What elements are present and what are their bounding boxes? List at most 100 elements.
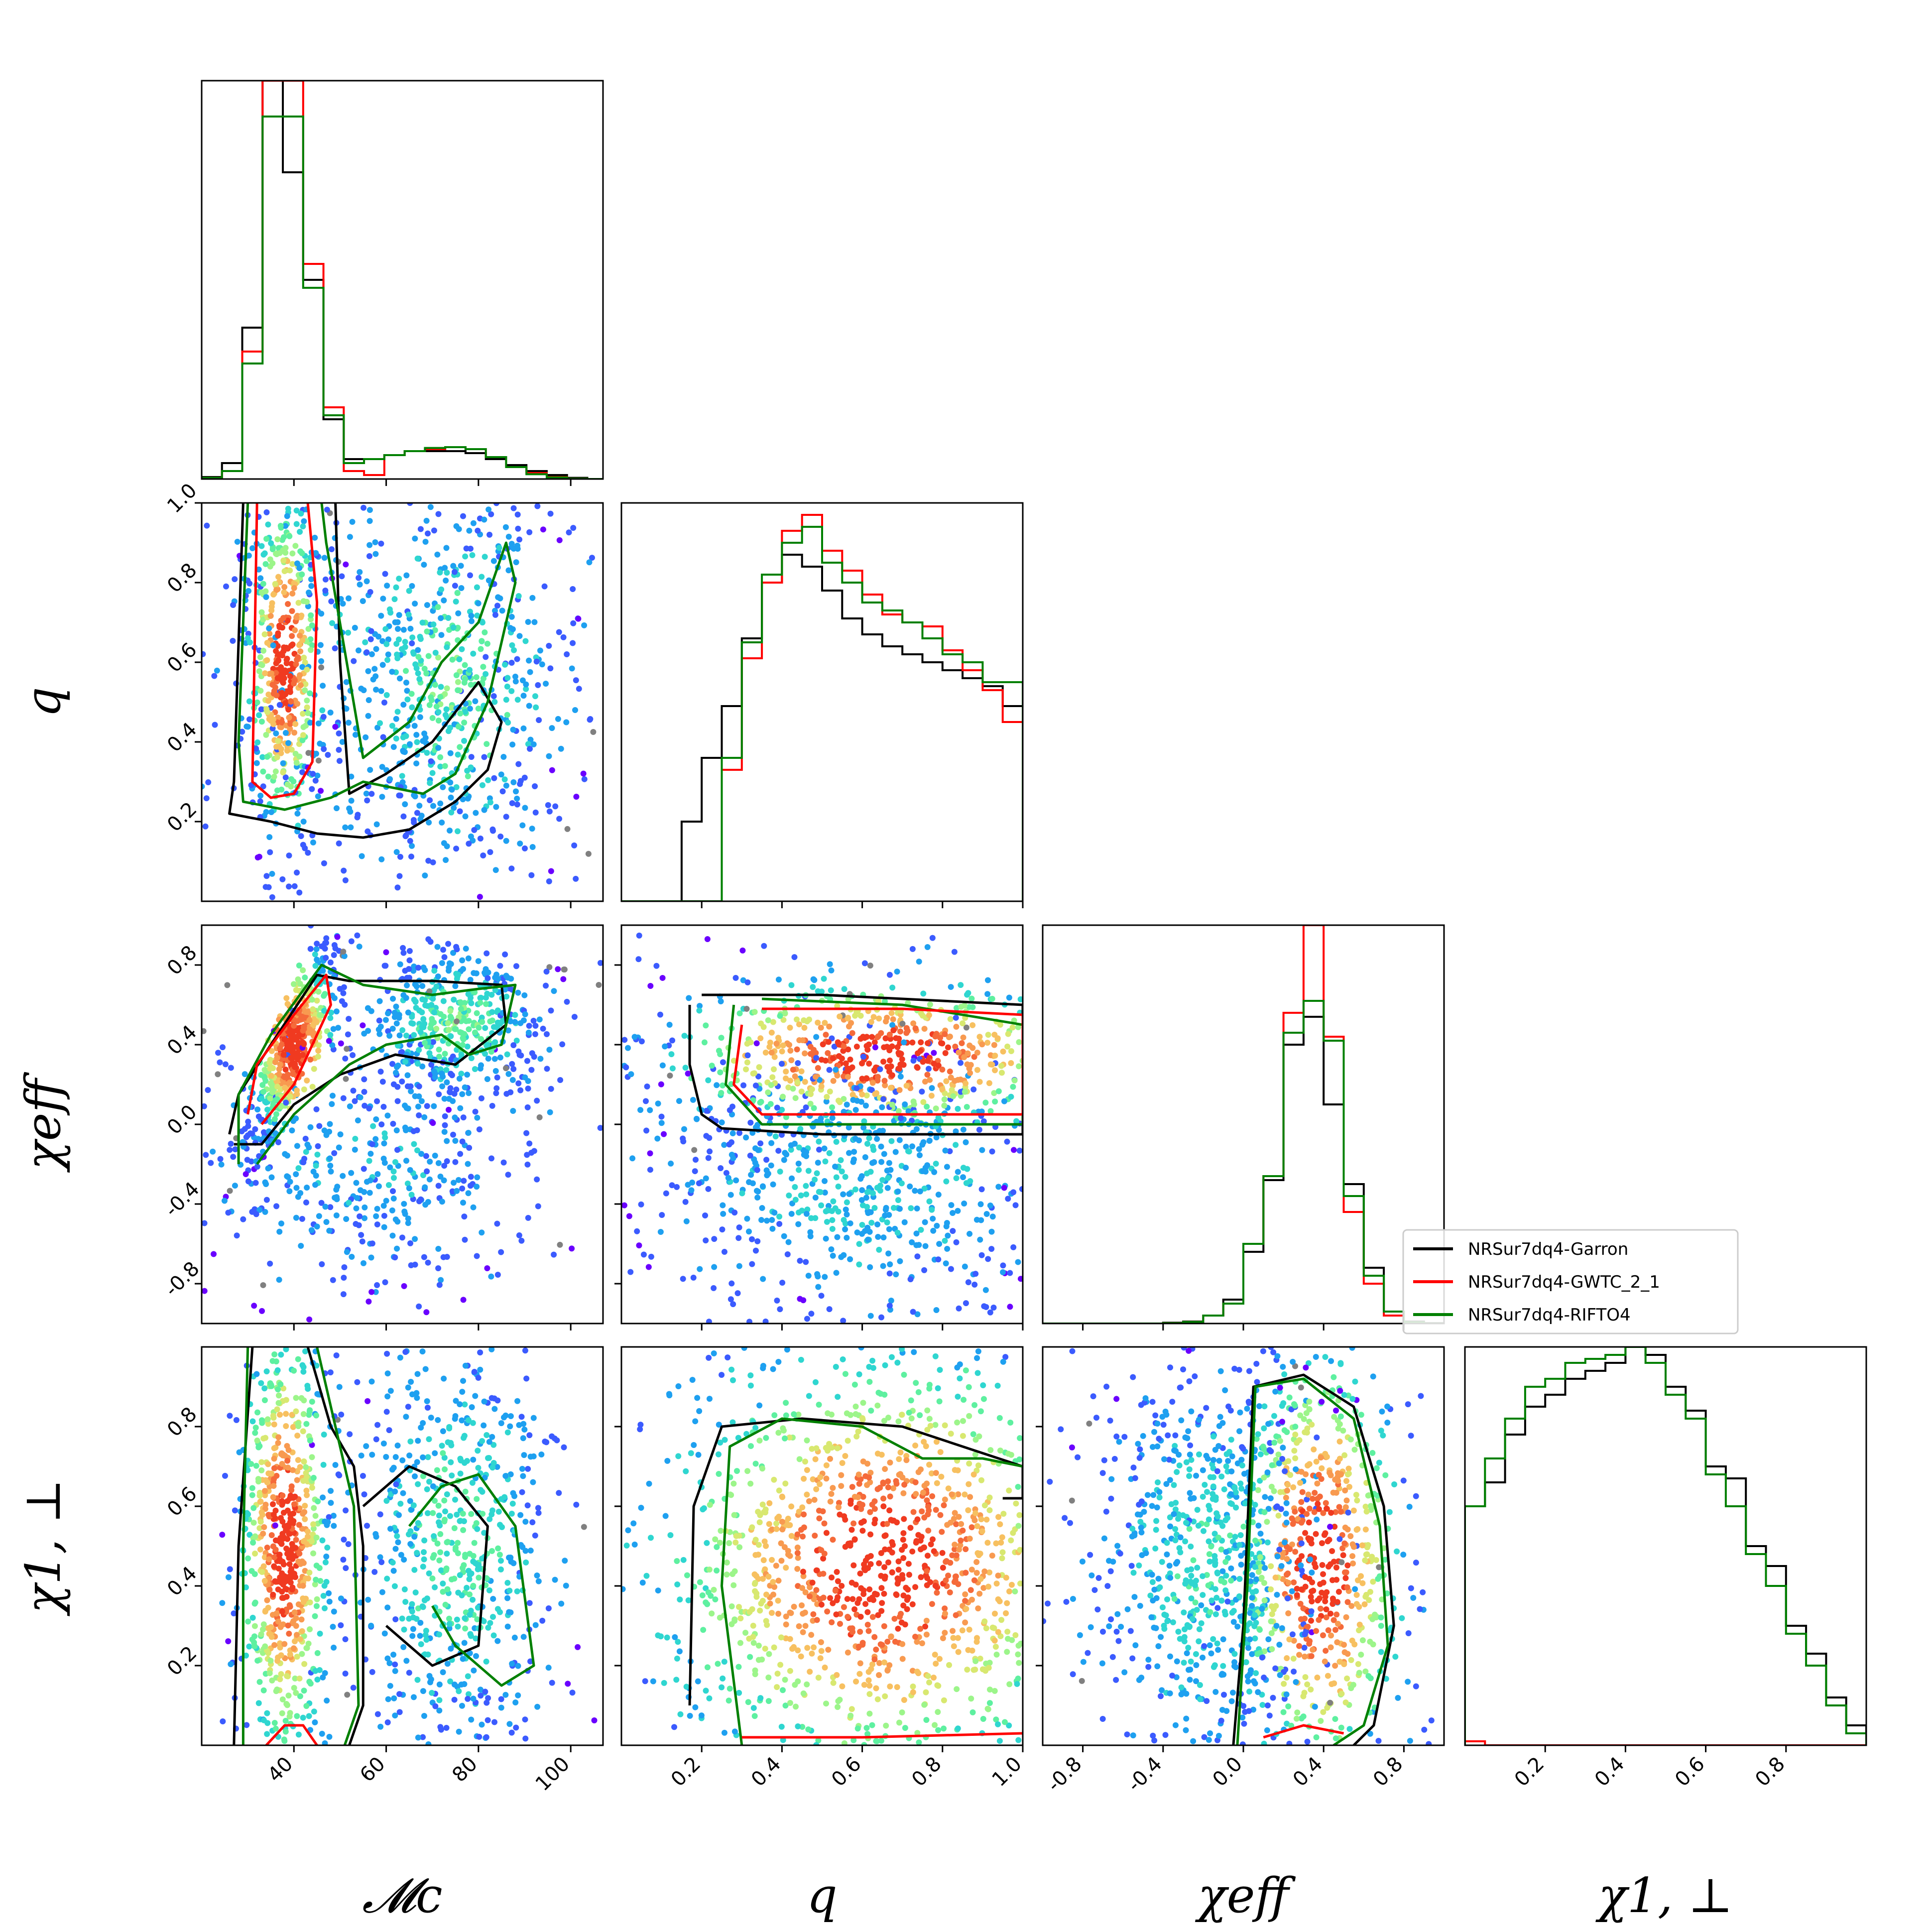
scatter-point [264,1720,271,1726]
scatter-point [869,1143,876,1150]
scatter-point [1011,1147,1017,1153]
scatter-point [260,1531,266,1537]
scatter-point [245,1555,251,1562]
scatter-point [462,1615,468,1621]
scatter-point [441,1454,448,1461]
scatter-point [341,1274,347,1281]
scatter-point [312,1668,319,1674]
scatter-point [757,1140,764,1147]
scatter-point [469,552,476,558]
scatter-point [514,795,520,802]
scatter-point [263,536,270,542]
scatter-point [887,1085,894,1091]
scatter-point [409,1391,415,1398]
scatter-point [781,1157,787,1163]
scatter-point [509,642,515,648]
scatter-point [969,1004,976,1010]
scatter-point [921,1186,928,1192]
scatter-point [257,661,264,668]
scatter-point [820,1041,826,1048]
scatter-point [247,639,253,646]
scatter-point [444,1661,451,1667]
scatter-point [476,1734,483,1740]
scatter-point [441,1013,447,1020]
scatter-point [434,944,441,950]
scatter-point [466,1576,473,1582]
scatter-point [467,976,474,983]
scatter-point [509,1661,515,1667]
scatter-point [249,1492,255,1498]
scatter-point [504,712,510,718]
scatter-point [225,1209,232,1216]
scatter-point [681,1126,688,1132]
scatter-point [709,1063,715,1069]
scatter-point [479,1229,485,1236]
scatter-point [836,1053,842,1060]
scatter-point [752,1083,759,1089]
scatter-point [834,1003,841,1009]
scatter-point [919,1088,925,1095]
scatter-point [422,1184,428,1191]
scatter-point [396,1691,403,1697]
scatter-point [845,1015,851,1022]
scatter-point [332,1461,339,1468]
scatter-point [1016,1039,1022,1045]
scatter-point [944,1245,951,1252]
scatter-point [454,946,460,953]
scatter-point [438,1726,444,1733]
scatter-point [452,1547,459,1553]
scatter-point [805,1168,812,1174]
scatter-point [874,1074,881,1080]
scatter-point [393,584,399,591]
scatter-point [246,580,253,587]
scatter-point [296,753,303,760]
scatter-point [444,644,450,650]
scatter-point [534,503,541,509]
scatter-point [854,1229,860,1236]
scatter-point [463,1018,470,1024]
scatter-point [377,1069,384,1075]
scatter-point [924,1072,931,1078]
scatter-point [857,1012,864,1019]
scatter-point [309,996,315,1003]
scatter-point [529,826,535,832]
scatter-point [289,550,296,557]
scatter-point [758,1217,765,1223]
scatter-point [300,967,306,973]
scatter-point [691,1147,698,1153]
scatter-point [736,1010,743,1017]
scatter-point [387,1683,393,1689]
scatter-point [564,651,570,658]
scatter-point [293,661,299,667]
scatter-point [998,1063,1004,1069]
scatter-point [401,1201,407,1207]
scatter-point [871,1159,877,1165]
scatter-point [571,842,578,848]
scatter-point [963,1300,969,1307]
scatter-point [256,1207,263,1213]
scatter-point [299,737,306,743]
scatter-point [271,1554,277,1561]
scatter-point [427,780,433,786]
scatter-point [425,1741,432,1745]
scatter-point [397,853,403,860]
scatter-point [487,1620,493,1626]
scatter-point [422,1002,429,1008]
scatter-point [396,873,403,879]
scatter-point [431,1552,437,1559]
scatter-point [696,1180,702,1187]
scatter-point [470,1456,477,1463]
scatter-point [345,1031,351,1038]
scatter-point [372,673,379,680]
scatter-point [546,1047,553,1053]
scatter-point [457,1572,463,1578]
scatter-point [504,1579,511,1586]
scatter-point [421,562,427,568]
scatter-point [264,1416,271,1423]
scatter-point [551,1251,557,1258]
scatter-point [880,1234,887,1241]
scatter-point [931,1061,937,1067]
scatter-point [394,1218,401,1225]
scatter-point [326,1128,333,1135]
scatter-point [434,1467,440,1473]
